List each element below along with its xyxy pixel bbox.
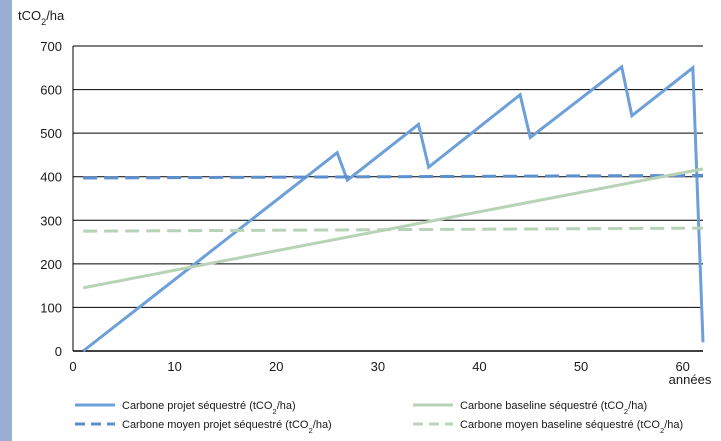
x-tick-30: 30 <box>371 359 385 374</box>
grid-lines <box>72 45 703 352</box>
x-tick-10: 10 <box>167 359 181 374</box>
legend: Carbone projet séquestré (tCO2/ha) Carbon… <box>75 400 683 435</box>
series-line-4 <box>83 226 704 233</box>
series-line-3 <box>82 167 704 290</box>
y-tick-0: 0 <box>55 344 62 359</box>
y-tick-300: 300 <box>40 213 62 228</box>
y-tick-500: 500 <box>40 126 62 141</box>
series-lines <box>82 64 705 353</box>
y-tick-400: 400 <box>40 170 62 185</box>
y-tick-200: 200 <box>40 257 62 272</box>
x-tick-20: 20 <box>269 359 283 374</box>
y-tick-labels: 0 100 200 300 400 500 600 700 <box>40 39 62 359</box>
series-line-2 <box>83 173 704 180</box>
x-tick-50: 50 <box>574 359 588 374</box>
x-tick-60: 60 <box>675 359 689 374</box>
y-axis-unit: tCO2/ha <box>18 8 65 27</box>
x-axis-unit: années <box>669 372 712 387</box>
series-line-1 <box>82 64 705 353</box>
legend-label-4: Carbone moyen baseline séquestré (tCO2/h… <box>460 419 683 435</box>
legend-label-3: Carbone baseline séquestré (tCO2/ha) <box>460 400 647 416</box>
x-tick-40: 40 <box>472 359 486 374</box>
page-edge-band <box>0 0 12 441</box>
y-tick-700: 700 <box>40 39 62 54</box>
legend-label-1: Carbone projet séquestré (tCO2/ha) <box>122 400 296 416</box>
legend-label-2: Carbone moyen projet séquestré (tCO2/ha) <box>122 419 332 435</box>
x-tick-labels: 0 10 20 30 40 50 60 <box>69 359 690 374</box>
y-tick-600: 600 <box>40 83 62 98</box>
y-tick-100: 100 <box>40 300 62 315</box>
x-tick-0: 0 <box>69 359 76 374</box>
